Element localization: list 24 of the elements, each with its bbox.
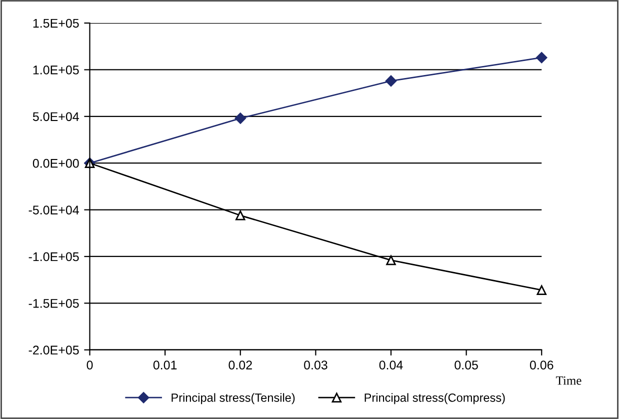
x-tick-label: 0 <box>86 360 93 370</box>
x-axis-title: Time <box>556 376 582 385</box>
x-tick-label: 0.01 <box>153 360 177 370</box>
y-tick-label: -1.5E+05 <box>28 298 79 308</box>
y-tick-label: -1.0E+05 <box>28 252 79 262</box>
legend-label: Principal stress(Compress) <box>364 393 505 404</box>
point <box>536 285 546 295</box>
x-tick-label: 0.03 <box>304 360 328 370</box>
point <box>234 112 246 124</box>
y-tick-label: 0.0E+00 <box>32 158 79 168</box>
x-tick-label: 0.06 <box>530 360 554 370</box>
y-tick-label: 1.5E+05 <box>33 18 79 28</box>
x-tick-label: 0.05 <box>454 360 478 370</box>
x-tick-label: 0.02 <box>228 360 252 370</box>
y-tick-label: 5.0E+04 <box>32 112 79 122</box>
y-tick-label: -2.0E+05 <box>28 346 79 355</box>
x-tick-label: 0.04 <box>379 360 403 370</box>
legend-label: Principal stress(Tensile) <box>172 393 295 404</box>
y-tick-label: -5.0E+04 <box>28 206 79 214</box>
y-tick-label: 1.0E+05 <box>33 66 79 74</box>
point <box>536 52 548 64</box>
point <box>236 210 246 220</box>
point <box>386 255 396 266</box>
point <box>385 75 397 87</box>
